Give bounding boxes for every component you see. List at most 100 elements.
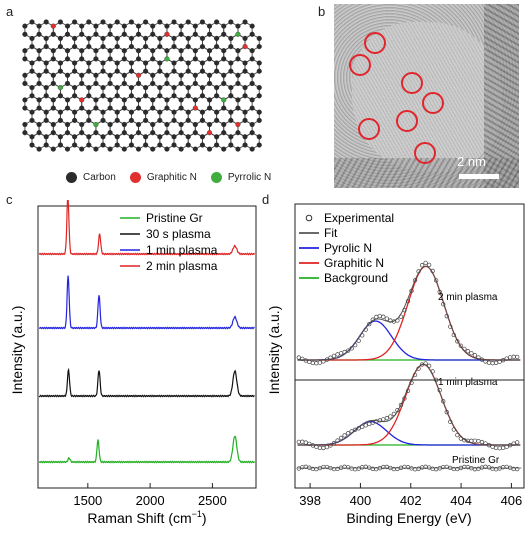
xps-experimental-point	[345, 431, 351, 436]
carbon-atom	[64, 56, 71, 62]
carbon-atom	[79, 80, 85, 87]
carbon-atom	[50, 31, 56, 37]
carbon-atom	[57, 60, 63, 66]
xps-experimental-point	[367, 465, 372, 470]
carbon-atom	[164, 121, 170, 128]
carbon-atom	[107, 23, 113, 29]
carbon-atom	[114, 134, 120, 140]
carbon-atom	[50, 105, 56, 111]
carbon-atom	[228, 60, 234, 66]
carbon-atom	[228, 142, 234, 148]
xps-experimental-point	[472, 438, 478, 443]
pyrrolic-n-atom	[235, 31, 241, 37]
xps-experimental-point	[437, 289, 442, 295]
carbon-atom	[86, 19, 92, 25]
carbon-atom	[150, 72, 156, 78]
carbon-atom	[50, 80, 56, 87]
xps-experimental-point	[317, 360, 323, 365]
carbon-atom	[157, 109, 163, 115]
carbon-atom	[214, 68, 220, 74]
carbon-atom	[235, 80, 241, 87]
carbon-atom	[93, 105, 99, 111]
defect-circle	[401, 72, 423, 94]
carbon-atom	[36, 23, 42, 29]
carbon-atom	[157, 35, 163, 41]
defect-circle	[364, 32, 386, 54]
carbon-atom	[43, 44, 49, 50]
carbon-atom	[164, 146, 170, 152]
carbon-atom	[43, 93, 49, 99]
xps-experimental-point	[338, 351, 344, 356]
xps-experimental-point	[493, 445, 499, 451]
xps-experimental-point	[296, 439, 301, 445]
xps-experimental-point	[310, 360, 316, 366]
carbon-atom	[249, 31, 255, 37]
carbon-atom	[214, 60, 220, 66]
carbon-atom	[249, 23, 255, 29]
carbon-atom	[57, 44, 63, 50]
carbon-atom	[93, 146, 99, 152]
carbon-atom	[143, 85, 149, 91]
xps-experimental-point	[486, 360, 492, 365]
carbon-atom	[206, 23, 213, 29]
xps-legend-label: Graphitic N	[324, 256, 384, 270]
carbon-atom	[185, 60, 191, 66]
panel-letter-b: b	[318, 4, 326, 19]
carbon-atom	[171, 19, 177, 25]
carbon-atom	[150, 56, 156, 62]
carbon-atom	[171, 35, 177, 41]
xps-experimental-point	[338, 435, 344, 441]
carbon-atom	[128, 93, 134, 99]
carbon-atom	[121, 97, 127, 103]
xps-experimental-point	[469, 351, 474, 356]
xps-plot-frame	[294, 203, 525, 489]
xps-experimental-point	[437, 388, 442, 393]
carbon-atom	[221, 72, 227, 78]
carbon-atom	[214, 117, 220, 123]
carbon-atom	[199, 68, 205, 74]
xps-experimental-point	[434, 278, 439, 283]
xps-experimental-point	[476, 438, 481, 444]
carbon-atom	[242, 85, 248, 91]
xps-experimental-point	[500, 445, 506, 450]
carbon-atom	[150, 121, 156, 128]
carbon-atom	[64, 97, 71, 103]
carbon-atom	[57, 117, 63, 123]
xps-experimental-point	[479, 357, 485, 362]
xps-legend-label: Background	[324, 271, 388, 285]
carbon-atom	[72, 142, 78, 148]
carbon-atom	[86, 93, 92, 99]
carbon-atom	[128, 19, 134, 25]
xps-experimental-point	[352, 427, 358, 432]
defect-circle	[358, 118, 380, 140]
carbon-atom	[157, 19, 163, 25]
xps-experimental-point	[345, 348, 351, 353]
carbon-atom	[128, 134, 134, 140]
xps-experimental-point	[331, 353, 337, 359]
carbon-atom	[128, 85, 134, 91]
graphitic-n-atom	[135, 72, 142, 78]
carbon-atom	[199, 85, 205, 91]
raman-xlabel: Raman Shift (cm−1)	[87, 509, 206, 526]
carbon-atom	[100, 134, 106, 140]
carbon-atom	[79, 130, 85, 136]
carbon-atom	[29, 109, 35, 115]
xps-experimental-point	[426, 363, 432, 368]
carbon-atom	[22, 105, 28, 111]
xps-experimental-point	[377, 313, 382, 319]
xps-experimental-point	[388, 414, 393, 419]
carbon-atom	[199, 134, 205, 140]
carbon-atom	[235, 23, 241, 29]
carbon-atom	[135, 97, 142, 103]
carbon-atom	[249, 56, 255, 62]
carbon-atom	[114, 142, 120, 148]
xps-experimental-point	[508, 443, 513, 448]
carbon-atom	[157, 68, 163, 74]
xps-experimental-point	[500, 358, 506, 363]
carbon-atom	[79, 56, 85, 62]
carbon-atom	[114, 68, 120, 74]
xps-experimental-point	[307, 359, 312, 365]
graphitic-n-atom	[164, 31, 170, 37]
xps-experimental-point	[476, 355, 481, 360]
carbon-atom	[150, 97, 156, 103]
